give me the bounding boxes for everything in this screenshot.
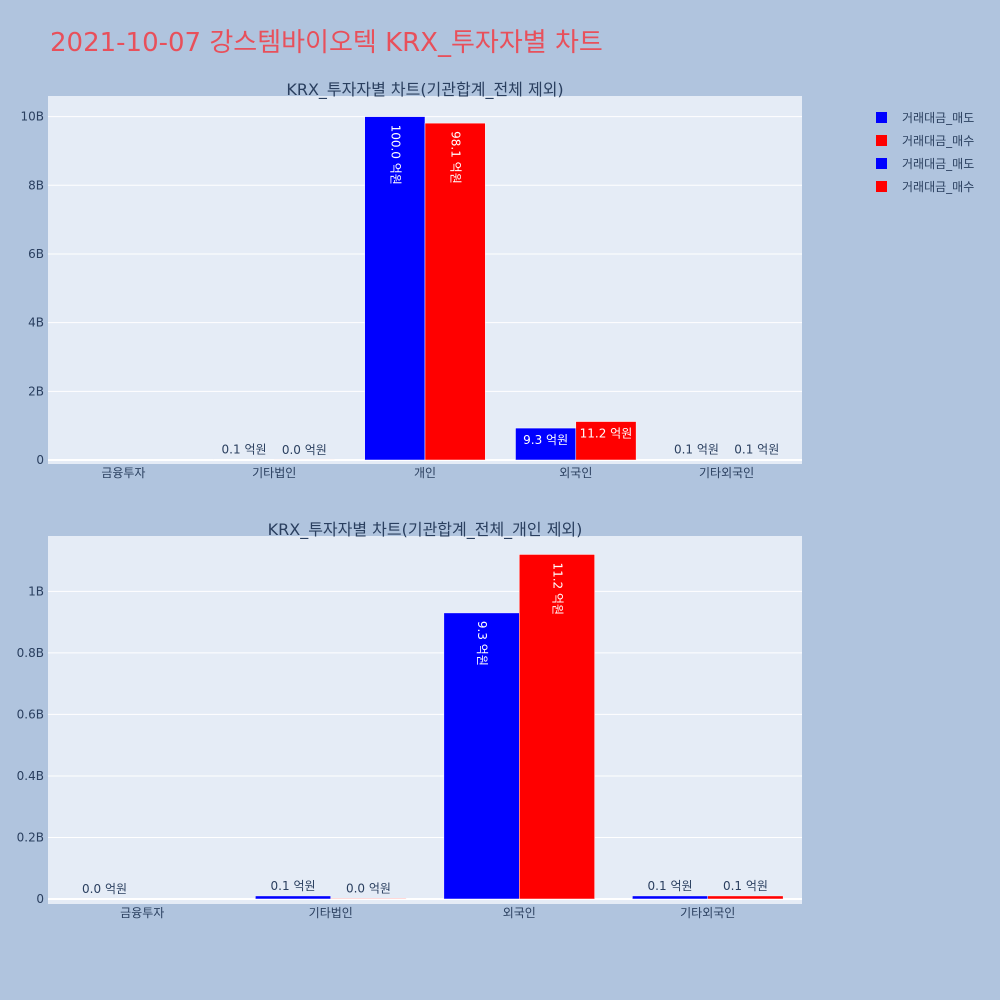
legend[interactable]: 거래대금_매도 거래대금_매수 거래대금_매도 거래대금_매수: [876, 106, 974, 198]
legend-item[interactable]: 거래대금_매수: [876, 129, 974, 152]
data-label: 11.2 억원: [580, 427, 633, 441]
bar: [364, 116, 426, 461]
y-tick-label: 4B: [28, 316, 44, 330]
x-tick-label: 외국인: [503, 906, 536, 920]
legend-swatch: [876, 181, 887, 192]
x-tick-label: 기타외국인: [699, 466, 754, 480]
y-tick-label: 0.8B: [17, 646, 44, 660]
y-tick-label: 0.4B: [17, 769, 44, 783]
y-tick-label: 0.6B: [17, 707, 44, 721]
y-tick-label: 0: [36, 892, 44, 906]
data-label: 0.0 억원: [282, 443, 327, 457]
y-tick-label: 0: [36, 453, 44, 467]
y-tick-label: 1B: [28, 584, 44, 598]
data-label: 0.0 억원: [346, 881, 391, 895]
page-title: 2021-10-07 강스템바이오텍 KRX_투자자별 차트: [50, 28, 603, 58]
data-label: 11.2 억원: [550, 562, 564, 615]
y-tick-label: 6B: [28, 247, 44, 261]
legend-label: 거래대금_매도: [902, 157, 975, 171]
x-tick-label: 금융투자: [120, 906, 164, 920]
x-tick-label: 금융투자: [101, 466, 145, 480]
data-label: 0.1 억원: [674, 443, 719, 457]
data-label: 9.3 억원: [523, 433, 568, 447]
plot-area: [48, 536, 802, 904]
legend-swatch: [876, 135, 887, 146]
x-tick-label: 외국인: [559, 466, 592, 480]
y-tick-label: 10B: [20, 110, 44, 124]
bar: [255, 895, 332, 900]
bar: [515, 427, 577, 461]
legend-label: 거래대금_매도: [902, 111, 975, 125]
bar: [424, 122, 486, 461]
x-tick-label: 기타법인: [252, 466, 296, 480]
legend-item[interactable]: 거래대금_매수: [876, 175, 974, 198]
legend-item[interactable]: 거래대금_매도: [876, 106, 974, 129]
legend-swatch: [876, 158, 887, 169]
y-tick-label: 2B: [28, 384, 44, 398]
data-label: 9.3 억원: [475, 621, 489, 666]
bar: [330, 898, 407, 900]
data-label: 100.0 억원: [388, 125, 402, 185]
x-tick-label: 기타법인: [309, 906, 353, 920]
data-label: 0.1 억원: [222, 443, 267, 457]
y-tick-label: 0.2B: [17, 830, 44, 844]
subplot-title: KRX_투자자별 차트(기관합계_전체_개인 제외): [268, 520, 583, 540]
data-label: 0.1 억원: [648, 879, 693, 893]
subplot-title: KRX_투자자별 차트(기관합계_전체 제외): [286, 80, 563, 100]
x-tick-label: 개인: [414, 466, 436, 480]
data-label: 98.1 억원: [449, 131, 463, 184]
data-label: 0.1 억원: [734, 443, 779, 457]
bar: [575, 421, 637, 461]
bar: [632, 895, 708, 900]
data-label: 0.0 억원: [82, 882, 127, 896]
bar: [519, 554, 595, 900]
bar: [443, 612, 520, 900]
bar: [707, 895, 784, 900]
legend-label: 거래대금_매수: [902, 134, 975, 148]
data-label: 0.1 억원: [723, 879, 768, 893]
legend-swatch: [876, 112, 887, 123]
y-tick-label: 8B: [28, 178, 44, 192]
legend-label: 거래대금_매수: [902, 180, 975, 194]
x-tick-label: 기타외국인: [680, 906, 735, 920]
legend-item[interactable]: 거래대금_매도: [876, 152, 974, 175]
data-label: 0.1 억원: [271, 879, 316, 893]
